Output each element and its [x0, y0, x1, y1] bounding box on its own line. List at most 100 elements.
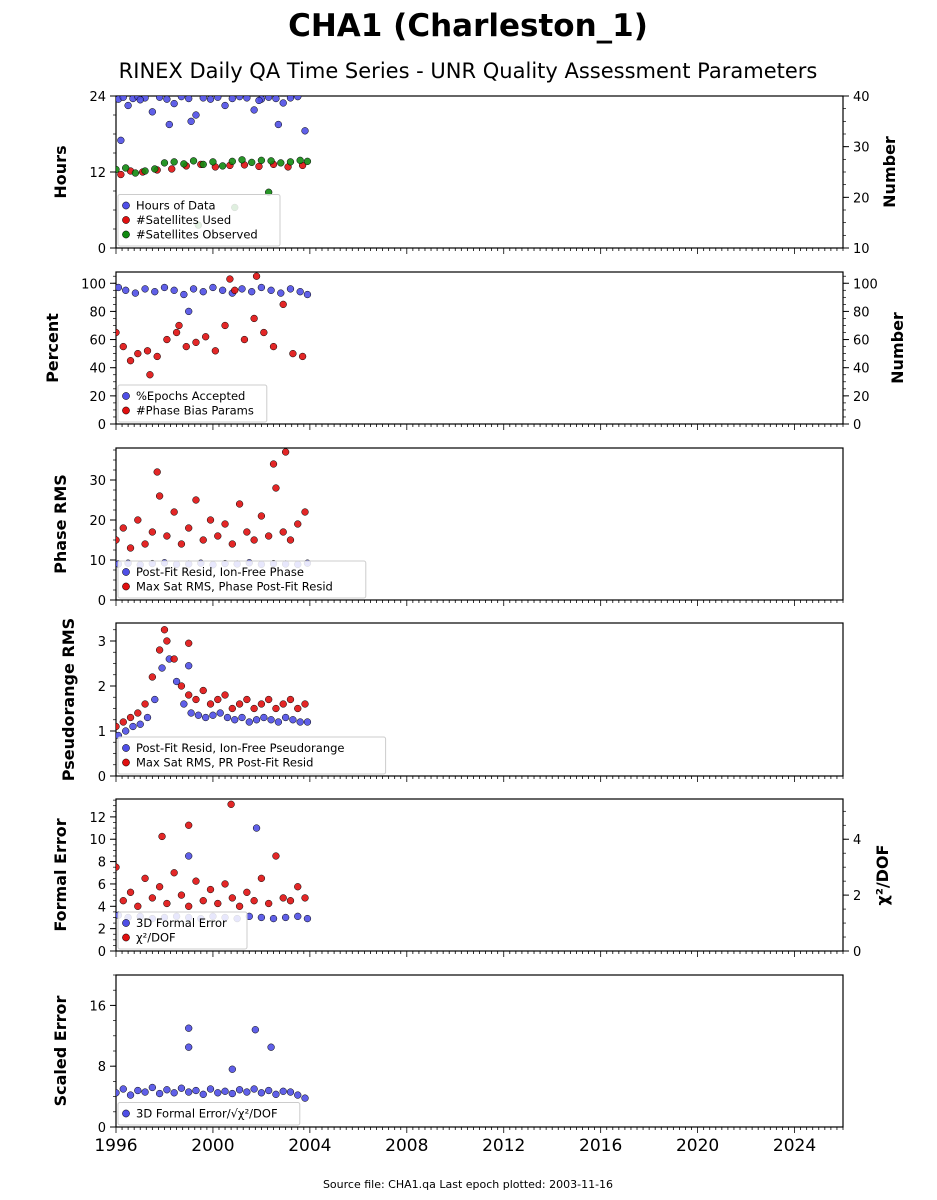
data-point-blue [250, 1085, 258, 1093]
data-point-blue [189, 285, 198, 293]
data-point-blue [255, 96, 263, 105]
legend-box [117, 911, 248, 950]
data-point-blue [199, 1090, 207, 1098]
data-point-blue [119, 1085, 127, 1093]
data-point-blue [170, 99, 178, 108]
legend-marker [122, 1109, 130, 1118]
y-right-tick-label: 40 [853, 90, 870, 105]
y-tick-label: 80 [89, 305, 106, 320]
data-point-blue [303, 718, 312, 726]
legend-marker [122, 758, 130, 767]
data-point-red [221, 321, 229, 330]
source-footer: Source file: CHA1.qa Last epoch plotted:… [323, 1178, 613, 1191]
data-point-blue [122, 727, 130, 735]
data-point-red [119, 897, 127, 905]
data-point-blue [155, 1089, 164, 1098]
data-point-blue [194, 711, 203, 719]
y-right-tick-label: 80 [853, 305, 870, 320]
data-point-blue [192, 111, 200, 119]
data-point-blue [238, 285, 246, 293]
legend-marker [122, 392, 130, 400]
data-point-blue [245, 718, 253, 726]
y-axis-label: Phase RMS [51, 474, 70, 574]
data-point-red [168, 165, 176, 173]
data-point-red [231, 286, 239, 294]
data-point-red [255, 162, 263, 171]
data-point-red [143, 347, 152, 355]
data-point-blue [286, 285, 295, 293]
y-tick-label: 12 [89, 166, 106, 181]
data-point-red [148, 673, 157, 681]
data-point-blue [260, 713, 268, 722]
data-point-red [199, 686, 207, 695]
y-right-axis-label: Number [888, 312, 907, 384]
data-point-blue [180, 290, 188, 299]
panel-3: 0 10 20 30 Phase RMS Post-Fit Resid, Ion-Free… [51, 447, 844, 609]
data-point-red [199, 536, 207, 544]
y-axis-label: Percent [43, 313, 62, 383]
legend-label: %Epochs Accepted [136, 389, 245, 403]
y-tick-label: 1 [98, 725, 106, 740]
data-point-blue [185, 1024, 193, 1032]
data-point-red [214, 532, 222, 540]
data-point-red [279, 528, 287, 536]
data-point-red [301, 508, 309, 516]
y-tick-label: 2 [98, 923, 106, 938]
data-point-blue [187, 709, 195, 717]
data-point-red [265, 899, 273, 908]
legend-marker [122, 744, 130, 752]
data-point-blue [202, 713, 210, 722]
data-point-red [134, 349, 142, 358]
data-point-red [206, 885, 215, 894]
y-tick-label: 10 [89, 833, 106, 848]
x-tick-label: 2000 [191, 1136, 234, 1156]
legend-label: #Satellites Observed [136, 228, 258, 242]
data-point-red [134, 709, 142, 717]
data-point-red [170, 508, 178, 516]
data-point-red [116, 328, 120, 337]
data-point-red [228, 704, 236, 713]
data-point-red [265, 695, 273, 704]
data-point-blue [177, 1084, 186, 1092]
points-group [116, 1024, 309, 1102]
data-point-red [243, 695, 251, 704]
y-axis-label: Pseudorange RMS [59, 618, 78, 781]
y-right-tick-label: 30 [853, 141, 870, 156]
data-point-blue [231, 716, 239, 724]
y-tick-label: 0 [98, 1121, 106, 1136]
data-point-blue [216, 709, 224, 717]
data-point-blue [199, 96, 207, 102]
points-group [116, 272, 312, 379]
data-point-green [141, 167, 149, 175]
data-point-red [116, 863, 120, 871]
data-point-red [119, 718, 127, 726]
data-point-blue [265, 96, 273, 101]
data-point-red [126, 713, 135, 722]
data-point-blue [269, 914, 278, 923]
data-point-red [155, 492, 164, 500]
data-point-blue [228, 1089, 236, 1098]
data-point-red [211, 347, 220, 355]
data-point-red [148, 894, 157, 902]
data-point-green [296, 156, 304, 164]
data-point-blue [141, 1088, 149, 1096]
data-point-red [214, 899, 222, 908]
y-tick-label: 16 [89, 999, 106, 1014]
data-point-blue [301, 127, 309, 135]
data-point-blue [185, 852, 193, 860]
y-tick-label: 40 [89, 362, 106, 377]
panel-5: 0 2 4 6 8 10 12 0 2 4 χ²/DOF Formal Error 3D Formal … [51, 798, 892, 960]
data-point-blue [122, 286, 130, 294]
chart-title: CHA1 (Charleston_1) [288, 8, 648, 44]
data-point-blue [281, 913, 290, 922]
data-point-red [243, 888, 251, 896]
legend-box [117, 1102, 301, 1126]
data-point-red [126, 888, 135, 896]
data-point-blue [294, 1091, 302, 1099]
data-point-red [269, 460, 278, 468]
data-point-blue [134, 1086, 142, 1095]
data-point-blue [235, 96, 244, 101]
y-right-tick-label: 40 [853, 362, 870, 377]
data-point-red [298, 352, 307, 361]
